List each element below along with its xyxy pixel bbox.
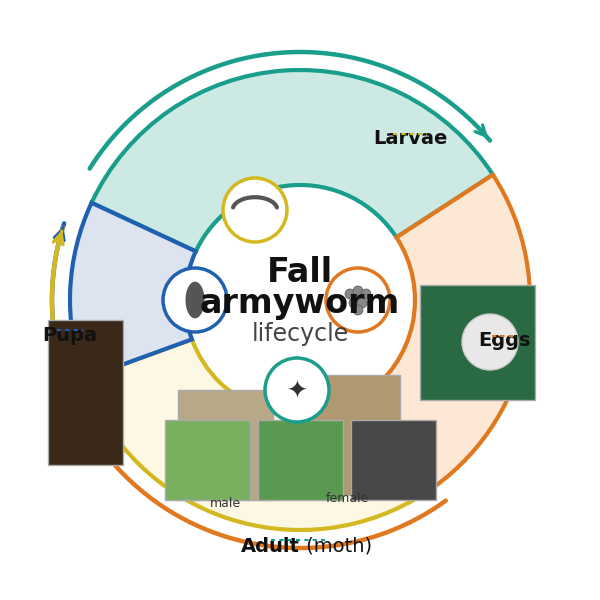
Text: Eggs: Eggs <box>479 331 531 350</box>
Text: Pupa: Pupa <box>43 326 97 345</box>
Circle shape <box>361 289 371 299</box>
FancyBboxPatch shape <box>351 420 436 500</box>
FancyBboxPatch shape <box>295 375 400 495</box>
Circle shape <box>163 268 227 332</box>
Text: Fall: Fall <box>267 256 333 289</box>
FancyBboxPatch shape <box>420 285 535 400</box>
Circle shape <box>353 286 363 296</box>
Text: armyworm: armyworm <box>200 287 400 320</box>
Wedge shape <box>84 340 425 530</box>
Text: Larvae: Larvae <box>373 129 447 148</box>
Text: Adult: Adult <box>241 537 300 556</box>
Text: male: male <box>209 497 241 510</box>
Circle shape <box>345 289 355 299</box>
Circle shape <box>462 314 518 370</box>
Circle shape <box>357 298 367 308</box>
Text: (moth): (moth) <box>300 537 372 556</box>
Wedge shape <box>70 203 196 379</box>
Polygon shape <box>186 283 204 317</box>
Circle shape <box>265 358 329 422</box>
Text: ✦: ✦ <box>287 380 308 404</box>
Text: lifecycle: lifecycle <box>251 322 349 346</box>
FancyBboxPatch shape <box>258 420 343 500</box>
FancyBboxPatch shape <box>178 390 273 500</box>
FancyBboxPatch shape <box>48 320 123 465</box>
Circle shape <box>223 178 287 242</box>
Circle shape <box>349 298 359 308</box>
Text: female: female <box>325 492 368 505</box>
Circle shape <box>353 305 363 315</box>
FancyBboxPatch shape <box>165 420 250 500</box>
Wedge shape <box>362 175 530 493</box>
Circle shape <box>326 268 390 332</box>
Wedge shape <box>92 70 493 251</box>
